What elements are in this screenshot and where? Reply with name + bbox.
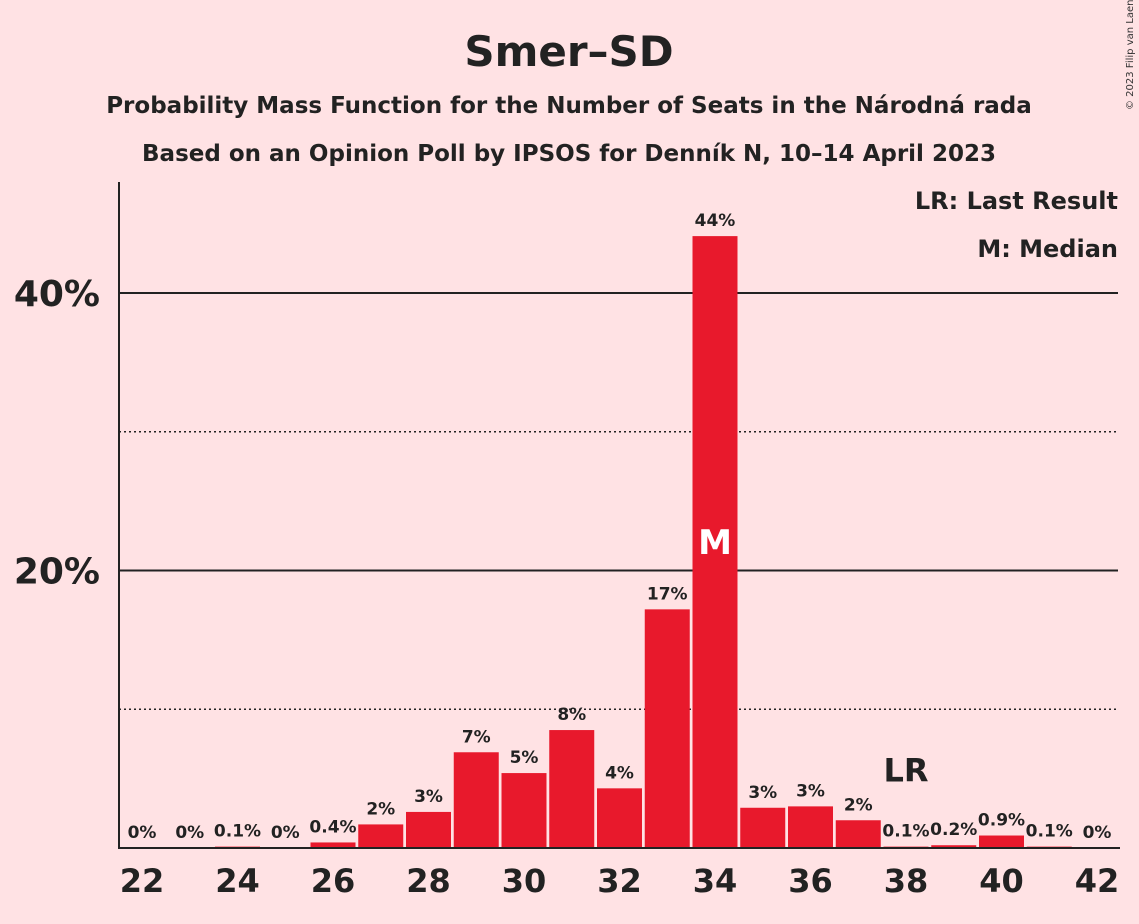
chart-subtitle-line-2: Based on an Opinion Poll by IPSOS for De… [142, 141, 996, 167]
bar-label-seat-28: 3% [414, 787, 443, 807]
bar-seat-36 [788, 806, 833, 848]
copyright-notice: © 2023 Filip van Laenen [1125, 0, 1136, 110]
bar-label-seat-25: 0% [271, 823, 300, 843]
bar-label-seat-38: 0.1% [882, 822, 929, 842]
chart-title: Smer–SD [464, 27, 673, 76]
bar-seat-39 [931, 845, 977, 848]
gridlines [119, 292, 1118, 710]
legend-median: M: Median [977, 235, 1118, 263]
bar-seat-26 [310, 842, 356, 848]
bar-label-seat-22: 0% [128, 823, 157, 843]
last-result-marker: LR [883, 752, 928, 790]
bar-seat-33 [644, 609, 690, 848]
bar-label-seat-27: 2% [366, 799, 395, 819]
y-tick-labels: 20% 40% [14, 274, 100, 593]
y-tick-label: 20% [14, 552, 100, 593]
bar-seat-35 [740, 807, 786, 848]
bar-seat-37 [835, 820, 881, 848]
x-tick-labels: 22 24 26 28 30 32 34 36 38 40 42 [120, 862, 1120, 900]
x-tick-label: 36 [788, 862, 833, 900]
x-tick-label: 42 [1075, 862, 1120, 900]
bar-label-seat-30: 5% [510, 748, 539, 768]
bar-label-seat-42: 0% [1083, 823, 1112, 843]
y-tick-label: 40% [14, 274, 100, 315]
chart-subtitle-line-1: Probability Mass Function for the Number… [106, 93, 1032, 119]
x-tick-label: 40 [979, 862, 1024, 900]
bar-seat-29 [453, 752, 499, 848]
x-tick-label: 26 [311, 862, 356, 900]
bar-label-seat-23: 0% [175, 823, 204, 843]
x-tick-label: 24 [215, 862, 260, 900]
bar-label-seat-39: 0.2% [930, 820, 977, 840]
bar-label-seat-37: 2% [844, 795, 873, 815]
bar-seat-28 [406, 811, 451, 848]
bar-label-seat-34: 44% [695, 211, 736, 231]
bar-label-seat-26: 0.4% [309, 817, 356, 837]
bars [215, 236, 1072, 849]
bar-label-seat-32: 4% [605, 763, 634, 783]
bar-seat-27 [358, 824, 404, 848]
x-tick-label: 34 [693, 862, 738, 900]
x-tick-label: 30 [502, 862, 547, 900]
bar-label-seat-36: 3% [796, 781, 825, 801]
bar-seat-30 [501, 773, 547, 848]
bar-label-seat-29: 7% [462, 727, 491, 747]
bar-seat-32 [597, 788, 642, 848]
bar-seat-31 [549, 730, 595, 848]
bar-label-seat-31: 8% [557, 705, 586, 725]
bar-label-seat-33: 17% [647, 584, 688, 604]
bar-label-seat-35: 3% [748, 783, 777, 803]
bar-label-seat-41: 0.1% [1026, 822, 1073, 842]
axes [118, 182, 1120, 849]
x-tick-label: 22 [120, 862, 165, 900]
x-tick-label: 28 [406, 862, 451, 900]
median-marker: M [698, 523, 732, 563]
legend-last-result: LR: Last Result [915, 187, 1118, 215]
bar-seat-34 [692, 236, 738, 849]
x-tick-label: 38 [884, 862, 929, 900]
bar-label-seat-40: 0.9% [978, 811, 1025, 831]
x-tick-label: 32 [597, 862, 642, 900]
bar-label-seat-24: 0.1% [214, 822, 261, 842]
bar-value-labels: 0% 0% 0.1% 0% 0.4% 2% 3% 7% 5% 8% 4% 17% 44% 3% 3% 2% 0.… [128, 211, 1112, 843]
bar-seat-40 [979, 835, 1024, 848]
